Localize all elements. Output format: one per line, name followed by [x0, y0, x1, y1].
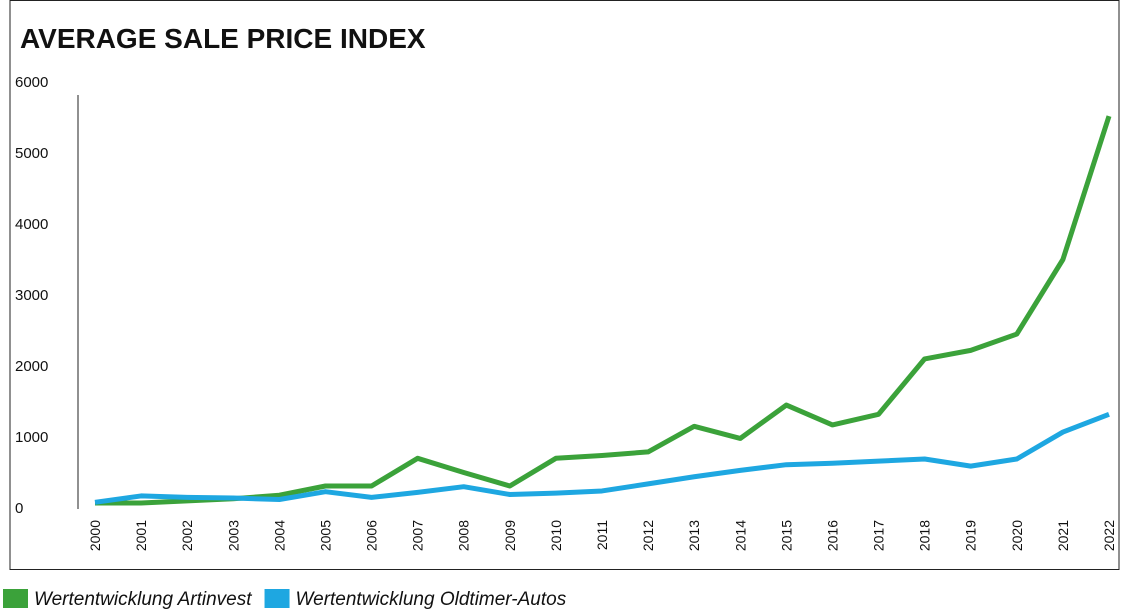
- x-tick-label: 2003: [225, 520, 241, 551]
- x-tick-label: 2021: [1055, 520, 1071, 551]
- x-tick-label: 2009: [502, 520, 518, 551]
- x-tick-label: 2002: [179, 520, 195, 551]
- x-tick-label: 2006: [364, 520, 380, 551]
- x-tick-label: 2019: [963, 520, 979, 551]
- x-tick-label: 2004: [271, 520, 287, 551]
- y-tick-label: 6000: [15, 74, 48, 91]
- y-tick-label: 4000: [15, 216, 48, 233]
- legend-swatch: [264, 589, 290, 608]
- x-tick-label: 2018: [917, 520, 933, 551]
- x-tick-label: 2001: [133, 520, 149, 551]
- x-tick-label: 2015: [778, 520, 794, 551]
- x-tick-label: 2000: [87, 520, 103, 551]
- line-series: [94, 411, 1110, 505]
- x-tick-label: 2020: [1009, 520, 1025, 551]
- x-tick-label: 2013: [686, 520, 702, 551]
- x-tick-label: 2012: [640, 520, 656, 551]
- chart-title: AVERAGE SALE PRICE INDEX: [20, 23, 426, 54]
- x-tick-label: 2008: [456, 520, 472, 551]
- chart-frame: [9, 0, 1120, 570]
- legend-swatch: [3, 589, 28, 608]
- y-tick-label: 2000: [15, 358, 48, 375]
- x-tick-label: 2011: [594, 520, 610, 550]
- legend-label: Wertentwicklung Artinvest: [34, 589, 252, 610]
- y-tick-label: 0: [15, 500, 23, 517]
- line-series: [95, 115, 1112, 506]
- x-tick-label: 2007: [410, 520, 426, 551]
- y-tick-label: 1000: [15, 429, 48, 446]
- y-tick-label: 5000: [15, 145, 48, 162]
- x-tick-label: 2022: [1101, 520, 1117, 551]
- y-tick-label: 3000: [15, 287, 48, 304]
- legend-label: Wertentwicklung Oldtimer-Autos: [296, 589, 567, 610]
- x-tick-label: 2010: [548, 520, 564, 551]
- x-tick-label: 2014: [732, 520, 748, 551]
- x-tick-label: 2016: [824, 520, 840, 551]
- x-tick-label: 2017: [871, 520, 887, 551]
- x-tick-label: 2005: [317, 520, 333, 551]
